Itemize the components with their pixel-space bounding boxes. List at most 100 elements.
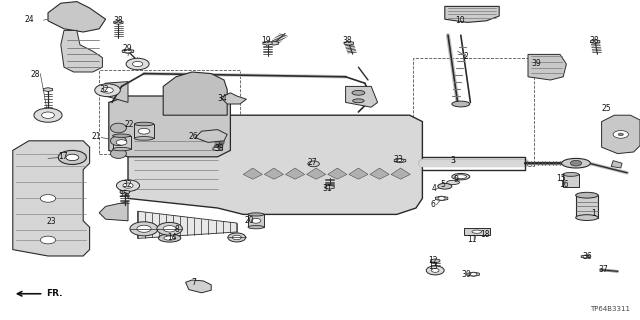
Ellipse shape: [447, 180, 460, 184]
Polygon shape: [307, 168, 326, 179]
Polygon shape: [138, 211, 237, 238]
Text: 13: 13: [428, 262, 438, 271]
Polygon shape: [328, 168, 347, 179]
Text: 3: 3: [451, 156, 456, 165]
Ellipse shape: [452, 173, 470, 180]
Circle shape: [431, 268, 439, 272]
Text: 32: 32: [99, 85, 109, 94]
Text: 25: 25: [602, 104, 612, 113]
Text: 20: 20: [244, 216, 255, 225]
Bar: [248, 214, 264, 227]
Circle shape: [126, 58, 149, 70]
Text: 22: 22: [125, 120, 134, 129]
Circle shape: [438, 196, 445, 200]
Polygon shape: [13, 141, 90, 256]
Text: 38: 38: [589, 36, 599, 45]
Circle shape: [66, 154, 79, 161]
Circle shape: [95, 84, 120, 97]
Polygon shape: [445, 6, 499, 22]
Polygon shape: [195, 130, 227, 142]
Polygon shape: [221, 93, 246, 104]
Polygon shape: [264, 168, 284, 179]
Circle shape: [40, 195, 56, 202]
Polygon shape: [285, 168, 305, 179]
Text: 24: 24: [24, 15, 35, 24]
Polygon shape: [114, 20, 123, 24]
Circle shape: [40, 236, 56, 244]
Polygon shape: [611, 161, 622, 168]
Circle shape: [232, 235, 241, 240]
Text: 36: 36: [582, 252, 593, 261]
Ellipse shape: [110, 149, 127, 158]
Circle shape: [125, 50, 131, 53]
Polygon shape: [370, 168, 389, 179]
Text: 29: 29: [122, 44, 132, 53]
Text: 11: 11: [468, 235, 477, 244]
Polygon shape: [394, 158, 406, 163]
Text: 8: 8: [174, 225, 179, 234]
Ellipse shape: [353, 99, 364, 103]
Circle shape: [34, 108, 62, 122]
Ellipse shape: [113, 134, 131, 137]
Polygon shape: [435, 196, 448, 201]
Ellipse shape: [352, 90, 365, 95]
Polygon shape: [528, 54, 566, 80]
Ellipse shape: [575, 192, 598, 198]
Text: 2: 2: [463, 52, 468, 61]
Text: TP64B3311: TP64B3311: [590, 306, 630, 312]
Circle shape: [138, 128, 150, 134]
Polygon shape: [99, 202, 128, 221]
Text: 28: 28: [31, 70, 40, 79]
Text: 21: 21: [92, 132, 100, 141]
Text: 38: 38: [342, 36, 353, 45]
Circle shape: [228, 233, 246, 242]
Circle shape: [570, 160, 582, 166]
Ellipse shape: [562, 158, 591, 168]
Polygon shape: [128, 115, 422, 214]
Circle shape: [251, 218, 261, 223]
Ellipse shape: [575, 215, 598, 220]
Polygon shape: [391, 168, 410, 179]
Ellipse shape: [472, 230, 482, 233]
Ellipse shape: [134, 122, 154, 126]
Polygon shape: [602, 115, 640, 154]
Polygon shape: [344, 41, 353, 45]
Text: 9: 9: [453, 175, 458, 184]
Text: 38: 38: [214, 144, 224, 153]
Polygon shape: [581, 255, 590, 258]
Circle shape: [42, 112, 54, 118]
Circle shape: [618, 133, 623, 136]
Circle shape: [116, 180, 140, 191]
Text: 30: 30: [461, 270, 471, 279]
Circle shape: [470, 273, 477, 276]
Ellipse shape: [452, 101, 470, 107]
Circle shape: [116, 140, 127, 145]
Bar: [134, 124, 154, 138]
Polygon shape: [44, 88, 52, 92]
Text: 4: 4: [431, 184, 436, 193]
Text: 31: 31: [323, 184, 333, 193]
Text: 12: 12: [428, 256, 437, 265]
Ellipse shape: [248, 213, 264, 216]
Text: 5: 5: [440, 180, 445, 189]
Circle shape: [102, 87, 113, 93]
Text: 23: 23: [46, 217, 56, 226]
Polygon shape: [213, 147, 222, 151]
Circle shape: [613, 131, 628, 138]
Bar: [576, 195, 598, 218]
Text: 35: 35: [118, 190, 128, 199]
Ellipse shape: [563, 172, 579, 176]
Polygon shape: [48, 2, 106, 32]
Polygon shape: [431, 259, 440, 263]
Ellipse shape: [164, 236, 175, 240]
Ellipse shape: [110, 136, 127, 146]
Text: 27: 27: [307, 158, 317, 167]
Polygon shape: [263, 41, 272, 45]
Text: 26: 26: [188, 132, 198, 141]
Circle shape: [137, 225, 151, 232]
Polygon shape: [120, 190, 129, 194]
Text: 1: 1: [591, 209, 596, 218]
Bar: [113, 136, 131, 149]
Circle shape: [130, 222, 158, 236]
Ellipse shape: [113, 148, 131, 151]
